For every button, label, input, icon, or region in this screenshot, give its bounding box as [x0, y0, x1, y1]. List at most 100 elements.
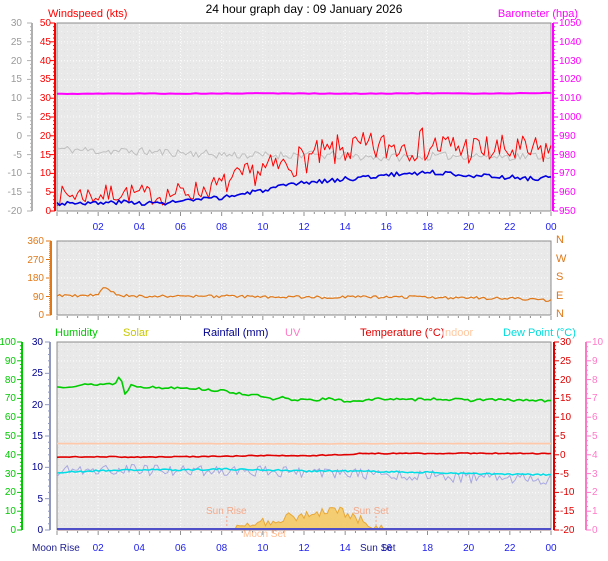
rainfall-tick-label: 30: [31, 337, 43, 348]
sun-set-label: Sun Set: [353, 506, 389, 517]
uv-tick-label: 10: [592, 337, 604, 348]
humidity-tick-label: 60: [4, 412, 16, 424]
windspeed-tick-label: 30: [39, 93, 51, 105]
legend-humidity: Humidity: [55, 327, 98, 339]
rainfall-tick-label: 5: [37, 493, 43, 505]
barometer-tick-label: 1030: [559, 55, 582, 67]
series-humidity: [56, 376, 552, 403]
time-label: 04: [133, 543, 145, 554]
barometer-tick-label: 950: [559, 206, 576, 217]
windspeed-tick-label: 5: [45, 187, 51, 199]
humidity-tick-label: 40: [4, 449, 16, 461]
temperature-tick-label: -5: [560, 468, 569, 480]
sun-set-axis-label: Sun Set: [360, 543, 396, 554]
time-label: 08: [216, 222, 228, 233]
legend-uv: UV: [285, 327, 301, 339]
rainfall-tick-label: 20: [31, 399, 43, 411]
barometer-tick-label: 1040: [559, 36, 582, 48]
legend-indoor: Indoor: [442, 327, 474, 339]
rainfall-tick-label: 0: [37, 525, 43, 536]
sun-rise-label: Sun Rise: [206, 506, 247, 517]
windchill-tick-label: 20: [10, 55, 22, 67]
humidity-tick-label: 30: [4, 468, 16, 480]
windchill-tick-label: 25: [10, 36, 22, 48]
time-label: 22: [504, 222, 516, 233]
windspeed-tick-label: 40: [39, 55, 51, 67]
uv-tick-label: 9: [592, 355, 598, 367]
uv-tick-label: 4: [592, 449, 598, 461]
uv-tick-label: 5: [592, 431, 598, 442]
time-label: 00: [545, 543, 557, 554]
page-title: 24 hour graph day : 09 January 2026: [205, 2, 403, 16]
compass-letter: S: [556, 271, 564, 283]
time-label: 12: [298, 222, 310, 233]
series-barometer: [56, 91, 552, 95]
series-wind-direction: [56, 287, 552, 302]
moon-rise-label: Moon Rise: [32, 543, 80, 554]
windchill-tick-label: -10: [7, 168, 22, 180]
uv-tick-label: 2: [592, 487, 598, 499]
time-label: 22: [504, 543, 516, 554]
windchill-tick-label: -5: [13, 149, 22, 161]
time-label: 10: [257, 543, 269, 554]
temperature-tick-label: 25: [560, 355, 572, 367]
compass-letter: N: [556, 308, 564, 320]
humidity-tick-label: 20: [4, 487, 16, 499]
humidity-tick-label: 70: [4, 393, 16, 405]
time-label: 18: [421, 222, 434, 233]
compass-letter: E: [556, 289, 564, 302]
time-label: 14: [339, 543, 351, 554]
series-indoor: [56, 442, 552, 445]
windchill-tick-label: 5: [16, 112, 22, 123]
legend-solar: Solar: [123, 327, 149, 339]
series-dew-point: [56, 467, 552, 477]
barometer-tick-label: 1020: [559, 74, 582, 86]
temperature-tick-label: 20: [560, 374, 572, 386]
legend-dew-point: Dew Point (°C): [503, 327, 576, 339]
windspeed-tick-label: 25: [39, 112, 51, 123]
temperature-tick-label: -20: [560, 525, 575, 536]
windchill-tick-label: 10: [10, 93, 22, 105]
uv-tick-label: 1: [592, 506, 598, 518]
temperature-tick-label: 30: [560, 337, 572, 348]
uv-tick-label: 0: [592, 525, 598, 536]
time-label: 04: [133, 222, 145, 233]
direction-tick-label: 0: [38, 310, 44, 321]
windspeed-tick-label: 10: [39, 168, 51, 180]
windspeed-tick-label: 50: [39, 18, 51, 29]
temperature-tick-label: -15: [560, 506, 575, 518]
legend-temperature: Temperature (°C): [360, 327, 445, 339]
time-label: 02: [92, 222, 104, 233]
direction-tick-label: 180: [27, 273, 44, 284]
rainfall-tick-label: 25: [31, 368, 43, 380]
humidity-tick-label: 50: [4, 431, 16, 442]
windchill-tick-label: 30: [10, 18, 22, 29]
time-label: 10: [257, 222, 269, 233]
series-temperature: [56, 452, 552, 459]
barometer-tick-label: 990: [559, 130, 576, 142]
humidity-tick-label: 80: [4, 374, 16, 386]
windspeed-tick-label: 0: [45, 206, 51, 217]
temperature-tick-label: 5: [560, 431, 566, 442]
temperature-tick-label: 15: [560, 393, 572, 405]
windchill-tick-label: 15: [10, 74, 22, 86]
barometer-tick-label: 1050: [559, 18, 582, 29]
windspeed-tick-label: 45: [39, 36, 51, 48]
barometer-tick-label: 960: [559, 187, 576, 199]
barometer-axis-title: Barometer (hpa): [497, 8, 578, 20]
windchill-tick-label: -15: [7, 187, 22, 199]
windspeed-axis-title: Windspeed (kts): [48, 8, 128, 20]
uv-tick-label: 3: [592, 468, 598, 480]
time-label: 16: [380, 222, 392, 233]
windchill-tick-label: 0: [16, 130, 22, 142]
time-label: 00: [545, 222, 557, 233]
time-label: 18: [421, 543, 434, 554]
uv-tick-label: 6: [592, 412, 598, 424]
series-wind-gust: [56, 127, 552, 206]
legend-rainfall: Rainfall (mm): [203, 327, 269, 339]
windspeed-tick-label: 35: [39, 74, 51, 86]
time-label: 08: [216, 543, 228, 554]
series-wind-average: [56, 169, 552, 207]
time-label: 06: [174, 543, 187, 554]
